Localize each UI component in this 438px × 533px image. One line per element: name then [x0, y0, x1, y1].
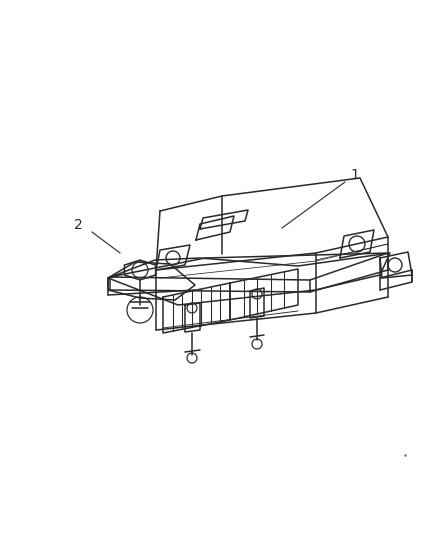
Text: 2: 2 [74, 218, 82, 232]
Text: 1: 1 [350, 168, 359, 182]
